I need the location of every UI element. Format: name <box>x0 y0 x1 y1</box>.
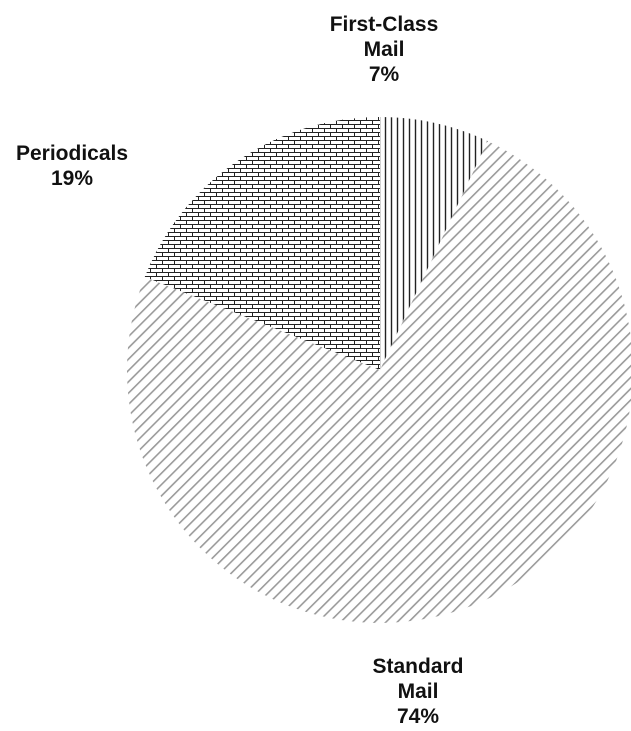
pie-slices <box>127 117 631 623</box>
slice-percent-standard-mail: 74% <box>397 705 439 728</box>
slice-percent-periodicals: 19% <box>51 167 93 190</box>
pie-labels: First-ClassMail7%StandardMail74%Periodic… <box>16 13 464 728</box>
slice-name-periodicals: Periodicals <box>16 142 128 165</box>
slice-percent-first-class-mail: 7% <box>369 63 400 86</box>
slice-name-standard-mail: Mail <box>398 680 439 703</box>
pie-slice-standard-mail <box>127 141 631 623</box>
slice-name-first-class-mail: First-Class <box>330 13 439 36</box>
slice-name-first-class-mail: Mail <box>364 38 405 61</box>
pie-slice-periodicals <box>144 117 380 370</box>
slice-name-standard-mail: Standard <box>372 655 463 678</box>
pie-slice-first-class-mail <box>380 117 488 370</box>
